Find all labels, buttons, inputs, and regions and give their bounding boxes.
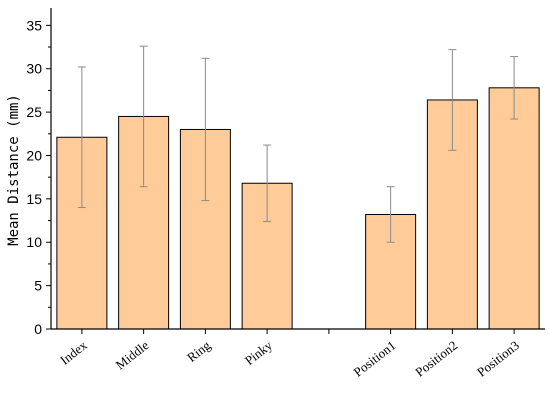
x-tick-label-position2: Position2 [412,338,460,380]
y-tick-label-20: 20 [26,147,42,163]
x-tick-label-position3: Position3 [474,338,522,380]
y-tick-label-10: 10 [26,234,42,250]
x-tick-label-index: Index [57,337,90,367]
x-tick-label-position1: Position1 [351,338,399,380]
y-axis-title: Mean Distance (mm) [6,94,22,246]
y-tick-label-15: 15 [26,191,42,207]
y-tick-label-0: 0 [34,321,42,337]
y-tick-label-35: 35 [26,17,42,33]
x-tick-label-middle: Middle [113,337,152,372]
y-tick-label-5: 5 [34,278,42,294]
x-tick-label-pinky: Pinky [242,337,276,368]
x-tick-label-ring: Ring [184,337,214,365]
bar-position3 [488,87,540,330]
y-tick-label-25: 25 [26,104,42,120]
plot-area: 0 5 10 15 20 25 30 35 Index Middle Ring Pinky Positi… [26,8,545,380]
y-tick-label-30: 30 [26,61,42,77]
